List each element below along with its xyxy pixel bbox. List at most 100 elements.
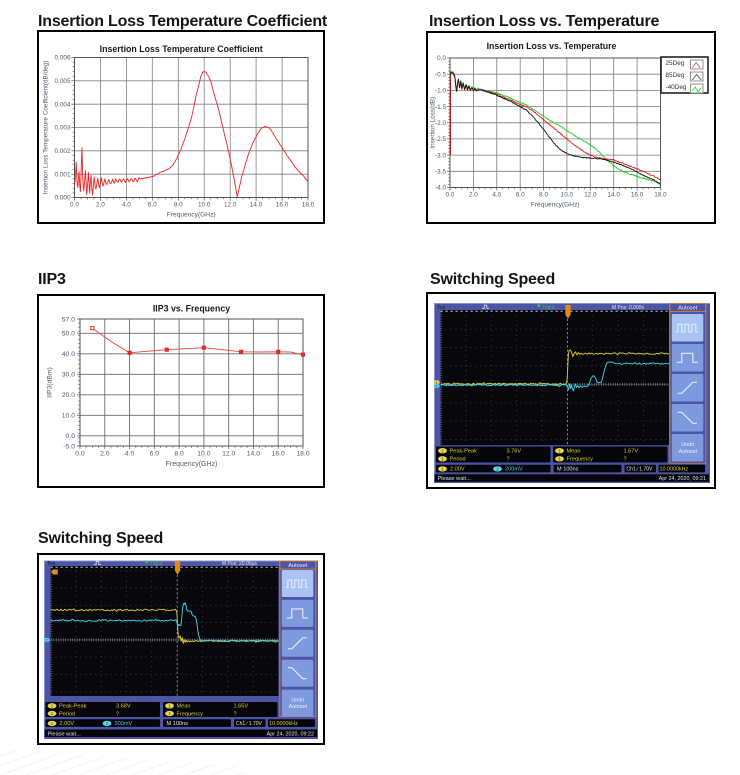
svg-text:0.0: 0.0: [446, 192, 455, 199]
svg-text:2.00V: 2.00V: [450, 467, 465, 473]
svg-text:1: 1: [51, 721, 54, 726]
svg-text:3.76V: 3.76V: [507, 449, 522, 455]
svg-text:10.0: 10.0: [198, 202, 211, 209]
svg-text:IIP3(dBm): IIP3(dBm): [47, 367, 54, 398]
svg-text:2: 2: [45, 638, 48, 643]
svg-text:0.0: 0.0: [437, 55, 446, 62]
svg-text:0.0: 0.0: [70, 202, 79, 209]
svg-text:0.0: 0.0: [75, 451, 85, 458]
svg-text:Apr 24, 2020, 09:21: Apr 24, 2020, 09:21: [659, 476, 706, 482]
svg-text:2.0: 2.0: [469, 192, 478, 199]
svg-text:2.00V: 2.00V: [60, 721, 75, 727]
svg-text:0.002: 0.002: [55, 148, 71, 155]
svg-text:Tek: Tek: [47, 561, 55, 567]
svg-text:8.0: 8.0: [174, 451, 184, 458]
svg-text:Peak-Peak: Peak-Peak: [59, 704, 87, 710]
svg-text:Trig'd: Trig'd: [150, 561, 162, 567]
svg-text:Autoset: Autoset: [678, 306, 697, 312]
svg-text:Frequency: Frequency: [177, 711, 204, 717]
svg-text:25Deg: 25Deg: [666, 60, 685, 67]
svg-text:4.0: 4.0: [125, 451, 135, 458]
svg-text:M 100ns: M 100ns: [557, 467, 579, 473]
svg-text:14.0: 14.0: [247, 451, 260, 458]
svg-text:85Deg: 85Deg: [666, 72, 685, 79]
svg-text:?: ?: [234, 711, 237, 717]
svg-text:Insertion Loss Temperature Coe: Insertion Loss Temperature Coefficient: [100, 44, 263, 54]
svg-text:Ch1 ∕ 1.70V: Ch1 ∕ 1.70V: [627, 467, 654, 473]
svg-text:6.0: 6.0: [516, 192, 525, 199]
svg-text:3.68V: 3.68V: [116, 704, 131, 710]
svg-text:-1.5: -1.5: [435, 104, 446, 111]
svg-text:Ch1 ∕ 1.70V: Ch1 ∕ 1.70V: [236, 721, 263, 727]
svg-text:0.006: 0.006: [55, 55, 71, 62]
svg-text:Undo: Undo: [681, 442, 694, 448]
svg-text:-0.5: -0.5: [435, 71, 446, 78]
svg-text:Frequency(GHz): Frequency(GHz): [166, 461, 218, 468]
svg-text:1.67V: 1.67V: [624, 449, 639, 455]
svg-text:10.0: 10.0: [62, 413, 75, 420]
svg-text:Mean: Mean: [177, 704, 191, 710]
svg-text:0.001: 0.001: [55, 171, 71, 178]
svg-text:1: 1: [441, 467, 444, 472]
svg-text:16.0: 16.0: [276, 202, 289, 209]
svg-text:Undo: Undo: [291, 698, 304, 704]
svg-text:200mV: 200mV: [505, 467, 523, 473]
svg-text:1: 1: [168, 703, 171, 708]
svg-text:0.0: 0.0: [66, 433, 76, 440]
svg-text:8.0: 8.0: [539, 192, 548, 199]
svg-text:M Pos: 0.000s: M Pos: 0.000s: [612, 305, 644, 311]
svg-text:50.0: 50.0: [62, 331, 75, 338]
svg-text:10.0000kHz: 10.0000kHz: [660, 467, 689, 473]
svg-text:?: ?: [624, 457, 627, 463]
svg-text:-2.5: -2.5: [435, 136, 446, 143]
svg-text:16.0: 16.0: [272, 451, 285, 458]
svg-text:-1.0: -1.0: [435, 88, 446, 95]
svg-text:10.0: 10.0: [561, 192, 574, 199]
svg-text:0.005: 0.005: [55, 78, 71, 85]
svg-text:1: 1: [51, 711, 54, 716]
svg-text:1: 1: [558, 456, 561, 461]
svg-text:Trig'd: Trig'd: [542, 305, 554, 311]
svg-text:8.0: 8.0: [174, 202, 183, 209]
svg-text:Apr 24, 2020, 09:22: Apr 24, 2020, 09:22: [267, 732, 314, 738]
svg-text:Insertion Loss Temperature Coe: Insertion Loss Temperature Coefficient(d…: [43, 61, 50, 195]
svg-text:14.0: 14.0: [607, 192, 620, 199]
svg-text:1: 1: [441, 456, 444, 461]
svg-text:10.0: 10.0: [197, 451, 210, 458]
svg-text:-3.5: -3.5: [435, 169, 446, 176]
svg-text:?: ?: [116, 711, 119, 717]
svg-text:-4.0: -4.0: [435, 185, 446, 192]
svg-text:Autoset: Autoset: [288, 563, 307, 569]
svg-text:0.000: 0.000: [55, 195, 71, 202]
svg-text:Autoset: Autoset: [679, 449, 698, 455]
svg-text:2: 2: [435, 384, 438, 389]
svg-text:Please wait...: Please wait...: [438, 476, 472, 482]
svg-text:1: 1: [441, 448, 444, 453]
svg-text:16.0: 16.0: [631, 192, 644, 199]
svg-text:Frequency: Frequency: [567, 457, 594, 463]
svg-text:12.0: 12.0: [224, 202, 237, 209]
svg-text:6.0: 6.0: [150, 451, 160, 458]
svg-text:10.0000kHz: 10.0000kHz: [269, 721, 298, 727]
svg-text:20.0: 20.0: [62, 392, 75, 399]
svg-text:IIP3 vs. Frequency: IIP3 vs. Frequency: [153, 304, 230, 314]
svg-text:18.0: 18.0: [296, 451, 309, 458]
svg-text:1: 1: [168, 711, 171, 716]
svg-text:Insertion Loss vs. Temperature: Insertion Loss vs. Temperature: [487, 41, 617, 51]
svg-text:57.0: 57.0: [62, 316, 75, 323]
svg-text:?: ?: [507, 457, 510, 463]
svg-text:2: 2: [496, 467, 499, 472]
svg-text:1: 1: [435, 380, 438, 385]
svg-text:12.0: 12.0: [584, 192, 597, 199]
svg-text:18.0: 18.0: [302, 202, 315, 209]
svg-text:M Pos: 20.00µs: M Pos: 20.00µs: [222, 561, 257, 567]
svg-text:1: 1: [558, 448, 561, 453]
svg-text:0.003: 0.003: [55, 125, 71, 132]
svg-text:Insertion Loss(dB): Insertion Loss(dB): [430, 97, 437, 149]
svg-text:-2.0: -2.0: [435, 120, 446, 127]
svg-text:2.0: 2.0: [96, 202, 105, 209]
svg-text:12.0: 12.0: [222, 451, 235, 458]
svg-text:4.0: 4.0: [122, 202, 131, 209]
svg-text:1: 1: [51, 703, 54, 708]
svg-text:40.0: 40.0: [62, 351, 75, 358]
